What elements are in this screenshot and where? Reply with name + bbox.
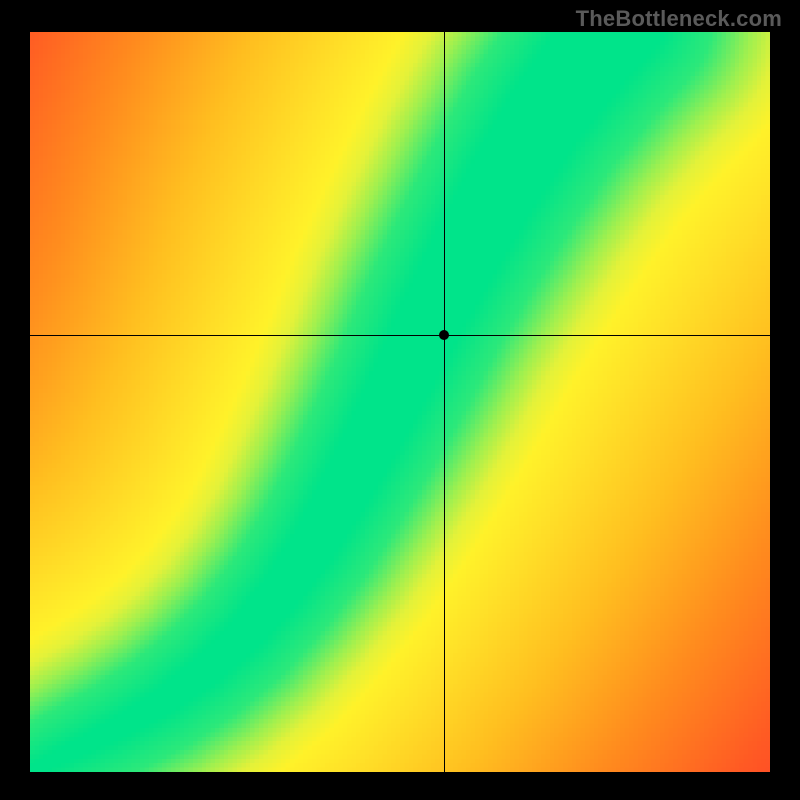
watermark-text: TheBottleneck.com <box>576 6 782 32</box>
heatmap-plot <box>30 32 770 772</box>
chart-container: TheBottleneck.com <box>0 0 800 800</box>
crosshair-vertical <box>444 32 445 772</box>
crosshair-horizontal <box>30 335 770 336</box>
heatmap-canvas <box>30 32 770 772</box>
